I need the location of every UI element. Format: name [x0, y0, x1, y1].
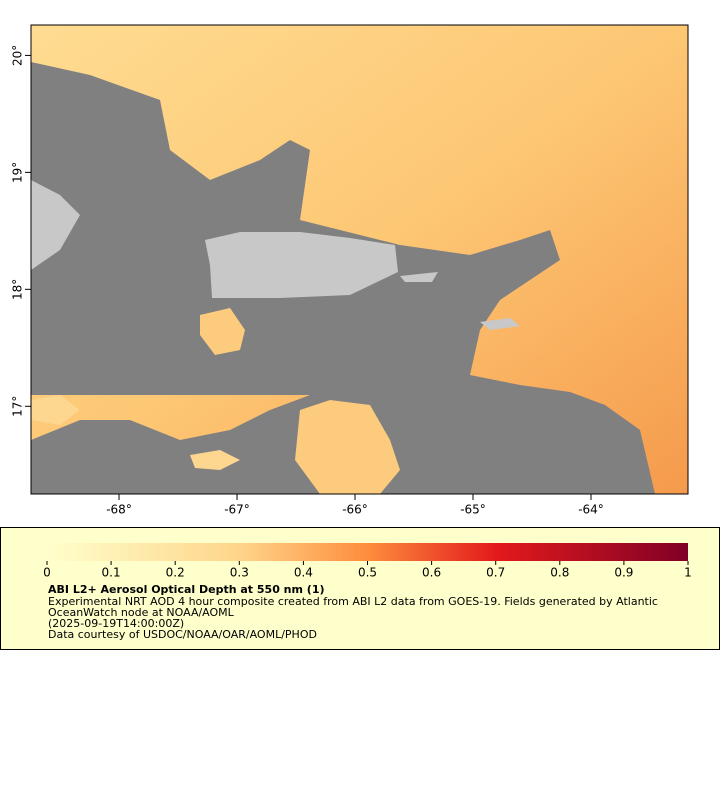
y-tick-label: 20° — [11, 45, 25, 66]
x-tick-label: -68° — [106, 503, 132, 517]
colorbar-tick-label: 0.4 — [294, 566, 313, 580]
aod-patch — [200, 308, 245, 355]
colorbar-tick-label: 1 — [684, 566, 692, 580]
land — [205, 232, 398, 298]
land — [31, 180, 80, 270]
colorbar-tick-label: 0.2 — [166, 566, 185, 580]
colorbar-tick-label: 0.7 — [486, 566, 505, 580]
legend-line: (2025-09-19T14:00:00Z) — [48, 617, 184, 630]
colorbar-tick-label: 0.8 — [550, 566, 569, 580]
colorbar — [47, 543, 688, 561]
y-tick-label: 18° — [11, 279, 25, 300]
x-tick-label: -67° — [224, 503, 250, 517]
colorbar-tick-label: 0.9 — [614, 566, 633, 580]
colorbar-tick-label: 0.5 — [358, 566, 377, 580]
x-tick-label: -65° — [460, 503, 486, 517]
colorbar-tick-label: 0.1 — [102, 566, 121, 580]
y-tick-label: 17° — [11, 396, 25, 417]
legend-title: ABI L2+ Aerosol Optical Depth at 550 nm … — [48, 583, 325, 596]
legend-line: Data courtesy of USDOC/NOAA/OAR/AOML/PHO… — [48, 628, 317, 641]
map-frame — [30, 24, 689, 495]
colorbar-tick-label: 0 — [43, 566, 51, 580]
x-tick-label: -64° — [578, 503, 604, 517]
colorbar-tick-label: 0.3 — [230, 566, 249, 580]
colorbar-tick-label: 0.6 — [422, 566, 441, 580]
x-tick-label: -66° — [342, 503, 368, 517]
legend-line: OceanWatch node at NOAA/AOML — [48, 606, 235, 619]
aod-patch — [190, 450, 240, 470]
legend-line: Experimental NRT AOD 4 hour composite cr… — [48, 595, 658, 608]
land — [400, 272, 438, 282]
y-tick-label: 19° — [11, 162, 25, 183]
land — [480, 318, 520, 330]
aod-patch — [31, 395, 80, 425]
map — [30, 24, 689, 495]
aod-patch — [295, 400, 400, 494]
